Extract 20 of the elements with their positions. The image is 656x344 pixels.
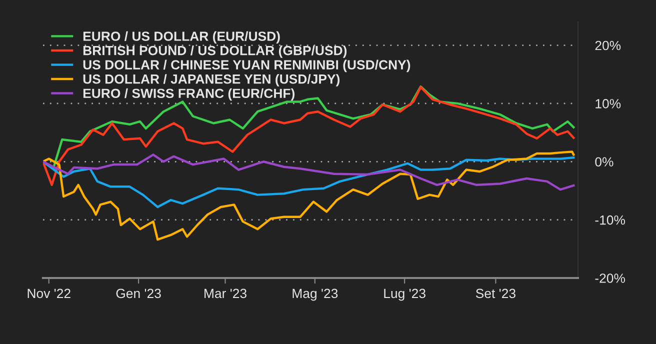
legend-label: US DOLLAR / CHINESE YUAN RENMINBI (USD/CNY) [83,60,410,72]
line-series [43,156,575,208]
x-tick-label: Gen '23 [116,288,161,298]
y-tick-label: -20% [595,274,625,283]
x-tick-label: Mag '23 [292,288,338,301]
legend-label: US DOLLAR / JAPANESE YEN (USD/JPY) [83,74,340,86]
legend-label: BRITISH POUND / US DOLLAR (GBP/USD) [83,46,347,58]
x-tick-label: Set '23 [476,288,516,298]
y-tick-label: 0% [595,157,614,167]
y-tick-label: -10% [595,215,625,225]
y-tick-label: 10% [596,99,621,108]
line-series [43,154,575,191]
legend-label: EURO / SWISS FRANC (EUR/CHF) [83,88,294,101]
y-tick-label: 20% [595,40,621,50]
x-tick-label: Nov '22 [28,288,70,298]
x-tick-label: Mar '23 [204,288,246,298]
line-series [43,150,575,241]
legend-label: EURO / US DOLLAR (EUR/USD) [83,31,280,44]
line-series [43,86,575,186]
x-tick-label: Lug '23 [384,288,426,301]
